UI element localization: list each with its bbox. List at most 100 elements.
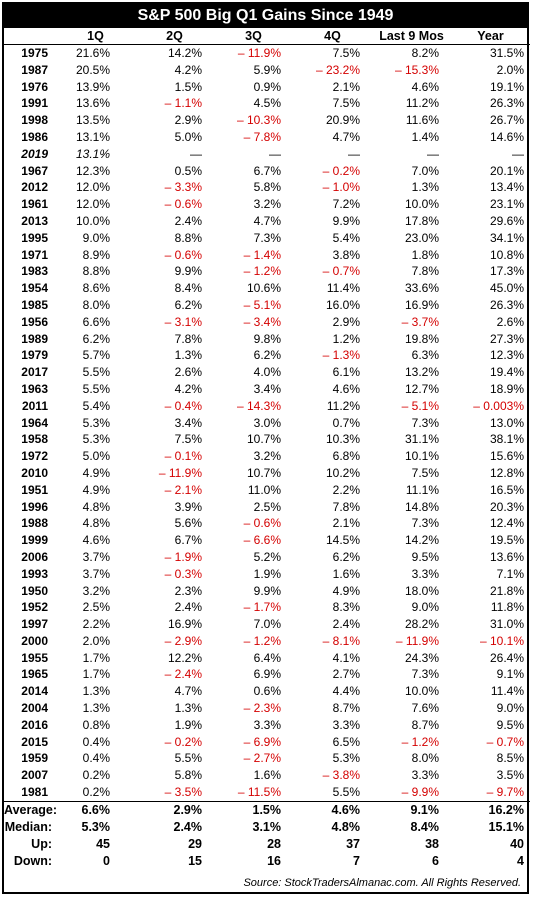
cell-3q: 9.9% [253, 583, 281, 598]
cell-4q: 2.4% [332, 617, 360, 632]
cell-2q: 16.9% [167, 617, 202, 632]
cell-1q: 13.1% [75, 129, 110, 144]
cell-4q: – 1.3% [322, 348, 360, 363]
cell-last-9-mos: 1.4% [411, 129, 439, 144]
cell-1q: 12.0% [75, 197, 110, 212]
row-year-label: 1997 [21, 617, 48, 632]
cell-year-total: 34.1% [489, 230, 524, 245]
table-row: 2004 1.3% 1.3% – 2.3% 8.7% 7.6% 9.0% [4, 700, 530, 717]
cell-2q: 1.3% [174, 348, 202, 363]
row-year-label: 1991 [21, 96, 48, 111]
cell-1q: 0.4% [82, 734, 110, 749]
cell-4q: 1.6% [332, 566, 360, 581]
cell-1q: 0.2% [82, 768, 110, 783]
table-row: 1986 13.1% 5.0% – 7.8% 4.7% 1.4% 14.6% [4, 129, 530, 146]
cell-1q: 0.8% [82, 717, 110, 732]
cell-3q: – 0.6% [243, 516, 281, 531]
cell-4q: 5.4% [332, 230, 360, 245]
cell-4q: 2.7% [332, 667, 360, 682]
row-year-label: 2007 [21, 768, 48, 783]
summary-year-total: 4 [517, 854, 524, 869]
summary-row: Average: 6.6% 2.9% 1.5% 4.6% 9.1% 16.2% [4, 800, 530, 819]
cell-last-9-mos: 3.3% [411, 566, 439, 581]
cell-2q: – 3.3% [164, 180, 202, 195]
cell-year-total: 29.6% [489, 213, 524, 228]
cell-1q: 4.8% [82, 499, 110, 514]
table-row: 2017 5.5% 2.6% 4.0% 6.1% 13.2% 19.4% [4, 364, 530, 381]
summary-2q: 2.4% [173, 820, 203, 835]
cell-last-9-mos: 7.5% [411, 465, 439, 480]
cell-4q: 0.7% [332, 415, 360, 430]
cell-2q: 2.3% [174, 583, 202, 598]
cell-4q: 4.9% [332, 583, 360, 598]
cell-last-9-mos: 24.3% [404, 650, 439, 665]
table-row: 1993 3.7% – 0.3% 1.9% 1.6% 3.3% 7.1% [4, 566, 530, 583]
cell-2q: 4.2% [174, 381, 202, 396]
cell-2q: – 2.9% [164, 633, 202, 648]
cell-3q: – 2.3% [243, 701, 281, 716]
row-year-label: 1999 [21, 533, 48, 548]
row-year-label: 1951 [21, 482, 48, 497]
cell-last-9-mos: 7.3% [411, 516, 439, 531]
cell-3q: 7.0% [253, 617, 281, 632]
cell-1q: 8.9% [82, 247, 110, 262]
table-row: 1954 8.6% 8.4% 10.6% 11.4% 33.6% 45.0% [4, 280, 530, 297]
cell-2q: 4.7% [174, 684, 202, 699]
cell-4q: 11.2% [326, 398, 360, 413]
row-year-label: 2000 [21, 633, 48, 648]
table-row: 2007 0.2% 5.8% 1.6% – 3.8% 3.3% 3.5% [4, 767, 530, 784]
cell-year-total: 26.7% [489, 113, 524, 128]
table-row: 1991 13.6% – 1.1% 4.5% 7.5% 11.2% 26.3% [4, 95, 530, 112]
cell-2q: 2.6% [174, 365, 202, 380]
summary-label: Median: [4, 820, 52, 835]
cell-3q: 10.7% [246, 432, 281, 447]
cell-2q: – 2.1% [164, 482, 202, 497]
summary-label: Average: [4, 800, 58, 819]
cell-3q: 3.2% [253, 449, 281, 464]
cell-4q: 9.9% [332, 213, 360, 228]
table-row: 1985 8.0% 6.2% – 5.1% 16.0% 16.9% 26.3% [4, 297, 530, 314]
cell-1q: 3.2% [82, 583, 110, 598]
row-year-label: 1989 [21, 331, 48, 346]
table-row: 1981 0.2% – 3.5% – 11.5% 5.5% – 9.9% – 9.7% [4, 784, 530, 801]
cell-last-9-mos: 9.0% [411, 600, 439, 615]
cell-3q: – 11.9% [237, 46, 281, 60]
row-year-label: 1988 [21, 516, 48, 531]
table-row: 1964 5.3% 3.4% 3.0% 0.7% 7.3% 13.0% [4, 415, 530, 432]
cell-1q: 5.3% [82, 415, 110, 430]
cell-4q: 10.2% [325, 465, 360, 480]
cell-last-9-mos: 11.2% [405, 96, 439, 111]
cell-last-9-mos: 1.3% [411, 180, 439, 195]
cell-2q: – 0.6% [164, 197, 202, 212]
cell-1q: 2.0% [82, 633, 110, 648]
cell-1q: 5.3% [82, 432, 110, 447]
cell-3q: 3.2% [253, 197, 281, 212]
row-year-label: 2016 [21, 717, 48, 732]
row-year-label: 1965 [21, 667, 48, 682]
cell-3q: 1.9% [253, 566, 281, 581]
cell-2q: 12.2% [167, 650, 202, 665]
cell-2q: 2.9% [174, 113, 202, 128]
col-header-2q: 2Q [135, 28, 214, 45]
table-row: 1958 5.3% 7.5% 10.7% 10.3% 31.1% 38.1% [4, 431, 530, 448]
cell-2q: – 1.1% [164, 96, 202, 111]
row-year-label: 1958 [21, 432, 48, 447]
row-year-label: 1983 [21, 264, 48, 279]
cell-4q: 16.0% [325, 297, 360, 312]
cell-year-total: 12.8% [489, 465, 524, 480]
cell-last-9-mos: 7.8% [411, 264, 439, 279]
cell-last-9-mos: 10.1% [404, 449, 439, 464]
cell-4q: 3.3% [332, 717, 360, 732]
cell-last-9-mos: 23.0% [404, 230, 439, 245]
cell-year-total: 20.1% [489, 163, 524, 178]
cell-2q: – 0.6% [164, 247, 202, 262]
summary-year-total: 16.2% [451, 800, 530, 819]
cell-year-total: 20.3% [489, 499, 524, 514]
cell-3q: – 5.1% [243, 297, 281, 312]
cell-1q: 0.2% [82, 785, 110, 800]
row-year-label: 2012 [21, 180, 48, 195]
cell-4q: 5.5% [332, 785, 360, 800]
summary-4q: 37 [346, 837, 360, 852]
table-row: 2012 12.0% – 3.3% 5.8% – 1.0% 1.3% 13.4% [4, 179, 530, 196]
cell-3q: 5.9% [253, 62, 281, 77]
